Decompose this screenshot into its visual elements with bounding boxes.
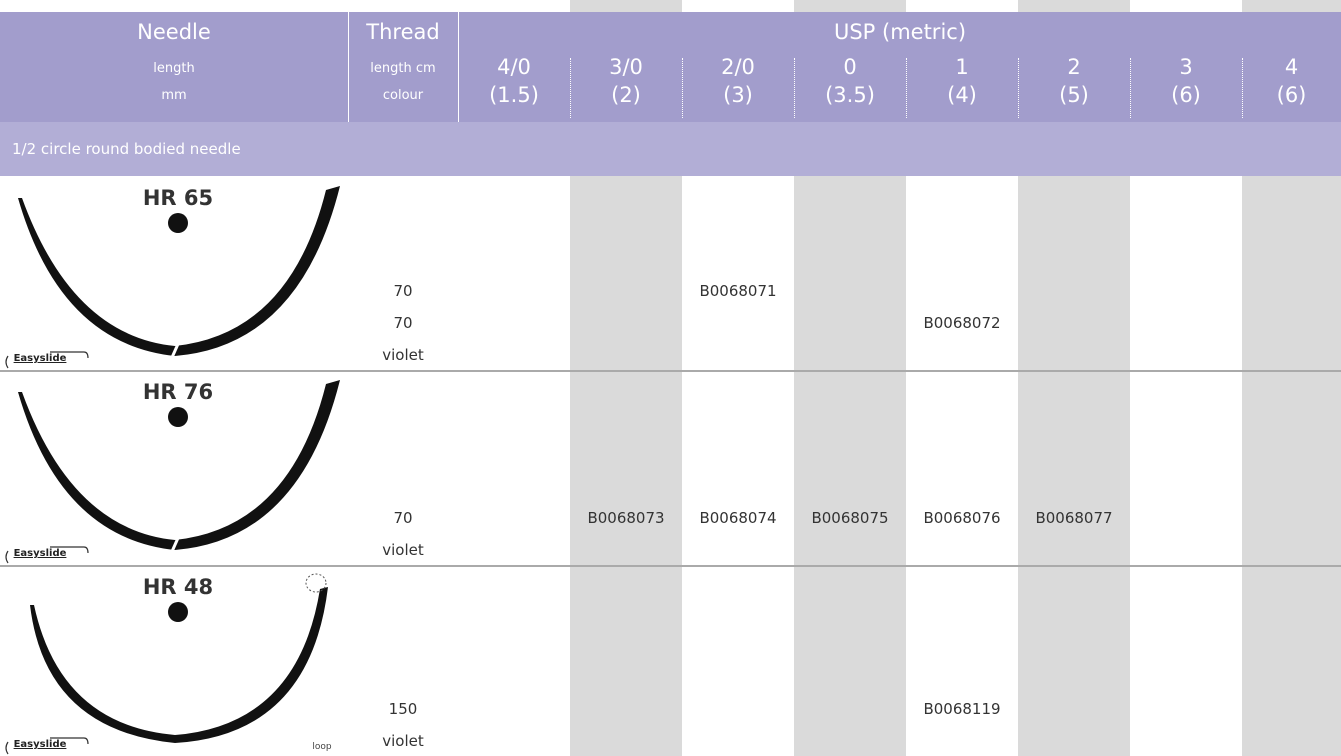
needle-shape <box>5 351 89 369</box>
section-band <box>0 122 1341 176</box>
header-sub: mm <box>161 88 187 103</box>
header-sub: length cm <box>370 61 436 76</box>
size-metric: (3.5) <box>825 83 875 107</box>
note: loop <box>312 742 332 752</box>
thread-value: 150 <box>388 700 418 718</box>
needle-shape <box>168 602 188 622</box>
thread-value: violet <box>382 541 424 559</box>
header-sub: length <box>153 61 195 76</box>
size-metric: (1.5) <box>489 83 539 107</box>
needle-shape <box>168 537 180 557</box>
needle-shape <box>168 407 188 427</box>
needle-name: HR 65 <box>142 186 214 210</box>
header-divider <box>1242 58 1243 118</box>
size-metric: (2) <box>611 83 641 107</box>
article-code: B0068077 <box>1035 509 1113 527</box>
badge: Easyslide <box>13 548 67 559</box>
article-code: B0068076 <box>923 509 1001 527</box>
needle-shape <box>18 380 340 550</box>
header-divider <box>794 58 795 118</box>
needle-shape <box>168 343 180 363</box>
header-text: Needle <box>137 20 211 44</box>
header-text: USP (metric) <box>833 20 967 44</box>
needle-drawing <box>5 573 328 755</box>
size-label: 1 <box>955 55 969 79</box>
size-metric: (4) <box>947 83 977 107</box>
needle-shape <box>5 546 89 564</box>
row-divider <box>0 370 1341 372</box>
article-code: B0068074 <box>699 509 777 527</box>
row-divider <box>0 565 1341 567</box>
size-metric: (3) <box>723 83 753 107</box>
header-divider <box>570 58 571 118</box>
thread-value: 70 <box>393 509 413 527</box>
header-sub: colour <box>382 88 424 103</box>
needle-shape <box>18 186 340 356</box>
needle-name: HR 48 <box>142 575 214 599</box>
header-divider <box>1018 58 1019 118</box>
needle-name: HR 76 <box>142 380 214 404</box>
size-metric: (6) <box>1276 83 1307 107</box>
size-label: 4 <box>1284 55 1299 79</box>
article-code: B0068072 <box>923 314 1001 332</box>
section-title: 1/2 circle round bodied needle <box>12 140 241 158</box>
thread-value: 70 <box>393 282 413 300</box>
article-code: B0068073 <box>587 509 665 527</box>
thread-value: violet <box>382 732 424 750</box>
header-divider <box>458 12 459 122</box>
needle-shape <box>5 737 89 755</box>
size-label: 4/0 <box>497 55 531 79</box>
article-code: B0068075 <box>811 509 889 527</box>
header-divider <box>1130 58 1131 118</box>
needle-shape <box>168 213 188 233</box>
badge: Easyslide <box>13 739 67 750</box>
header-divider <box>348 12 349 122</box>
article-code: B0068119 <box>923 700 1001 718</box>
size-label: 3/0 <box>609 55 643 79</box>
article-code: B0068071 <box>699 282 777 300</box>
needle-drawing <box>5 380 340 564</box>
size-label: 2/0 <box>721 55 755 79</box>
size-label: 3 <box>1179 55 1193 79</box>
header-text: Thread <box>366 20 440 44</box>
size-label: 0 <box>843 55 857 79</box>
size-metric: (6) <box>1171 83 1201 107</box>
needle-drawing <box>5 186 340 369</box>
size-label: 2 <box>1067 55 1081 79</box>
header-divider <box>906 58 907 118</box>
needle-shape <box>305 573 327 593</box>
thread-value: violet <box>382 346 424 364</box>
size-metric: (5) <box>1059 83 1089 107</box>
header-divider <box>682 58 683 118</box>
header-band <box>0 12 1341 122</box>
thread-value: 70 <box>393 314 413 332</box>
badge: Easyslide <box>13 353 67 364</box>
